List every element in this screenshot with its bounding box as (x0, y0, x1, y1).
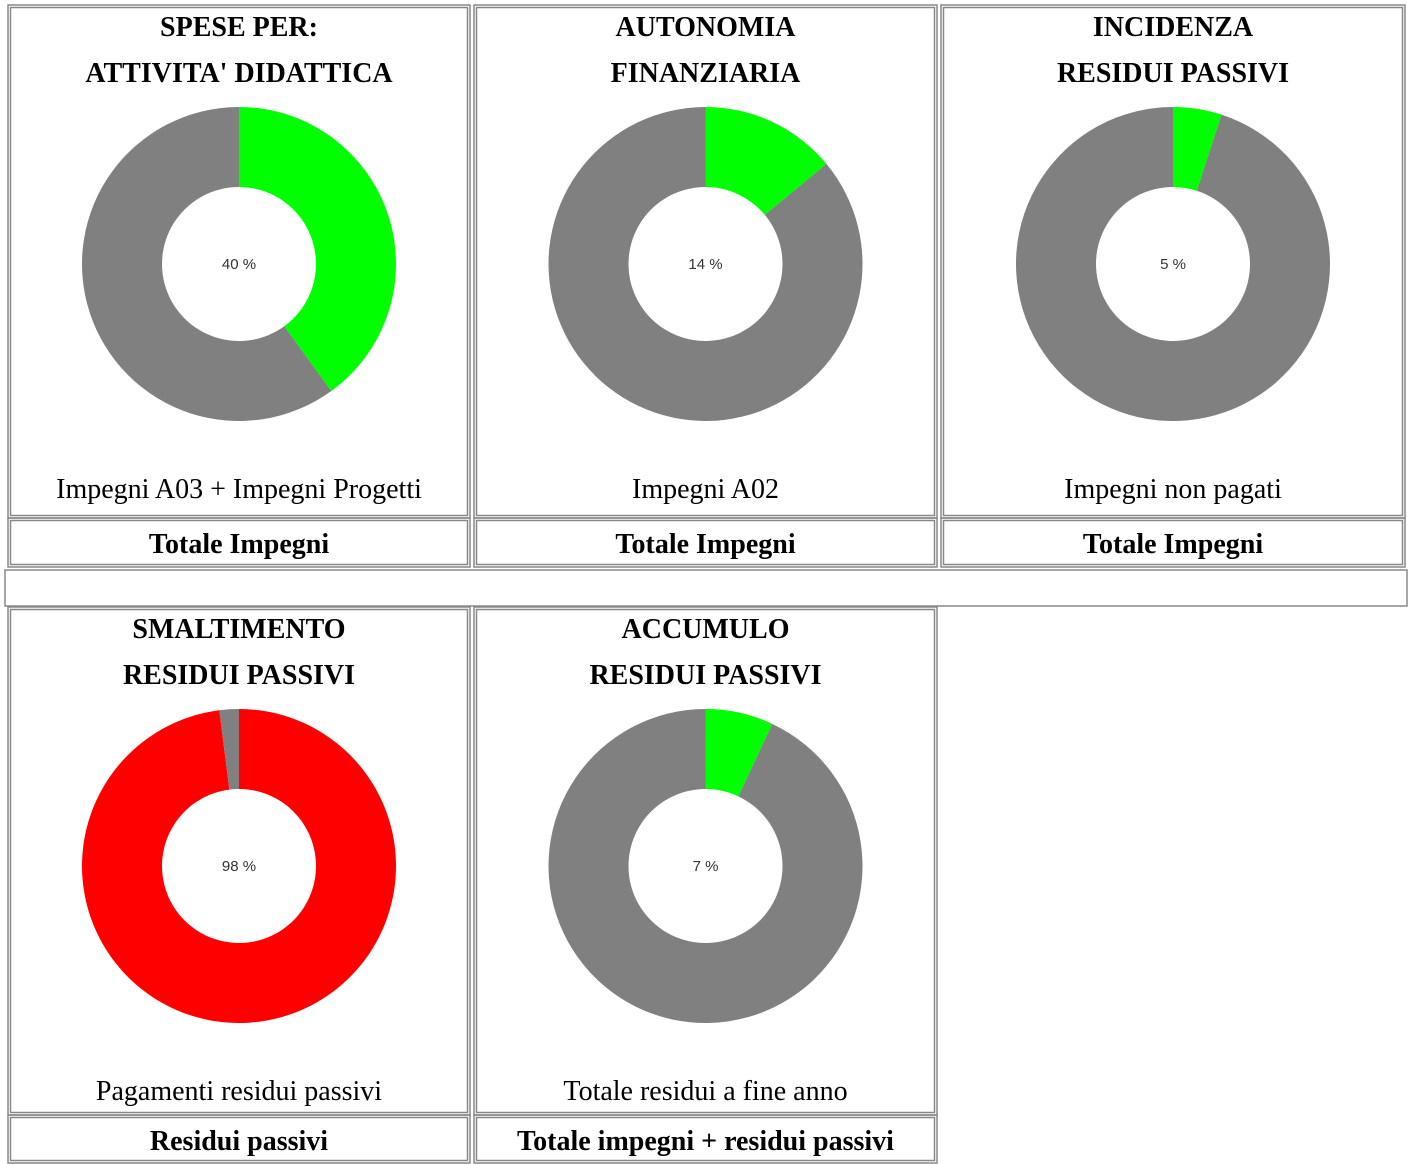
denominator-cell (940, 517, 1406, 568)
denominator: Totale Impegni (149, 529, 329, 560)
denominator: Residui passivi (150, 1126, 328, 1157)
denominator-cell (473, 1114, 938, 1164)
denominator: Totale Impegni (1083, 529, 1263, 560)
chart-title: SMALTIMENTO (132, 614, 345, 645)
chart-title: RESIDUI PASSIVI (123, 660, 355, 691)
chart-title: ATTIVITA' DIDATTICA (85, 58, 393, 89)
donut-segment (81, 107, 332, 421)
chart-cell (475, 608, 936, 1114)
donut-segment (82, 709, 397, 1023)
chart-title: RESIDUI PASSIVI (1057, 58, 1289, 89)
numerator: Impegni non pagati (1064, 474, 1282, 505)
denominator-cell (475, 519, 936, 566)
denominator-cell (9, 1116, 469, 1162)
numerator: Impegni A03 + Impegni Progetti (56, 474, 422, 505)
donut-segment (548, 106, 863, 421)
denominator-cell (473, 517, 938, 568)
center-label: 7 % (693, 858, 719, 875)
donut-segment (705, 107, 827, 215)
donut-segment (1173, 107, 1222, 191)
chart-title: RESIDUI PASSIVI (589, 660, 821, 691)
denominator-cell (7, 517, 471, 568)
donut-segment (548, 709, 863, 1024)
denominator-cell (9, 519, 469, 566)
donut-segment (1015, 107, 1330, 422)
donut-segment (219, 709, 239, 790)
chart-cell (9, 608, 469, 1114)
numerator: Totale residui a fine anno (563, 1076, 847, 1107)
spacer-row (4, 569, 1408, 607)
chart-title: ACCUMULO (622, 614, 790, 645)
denominator: Totale Impegni (615, 529, 795, 560)
center-label: 14 % (688, 256, 722, 273)
donut-segment (705, 709, 773, 797)
denominator-cell (475, 1116, 936, 1162)
chart-cell (475, 6, 936, 517)
numerator: Pagamenti residui passivi (96, 1076, 382, 1107)
chart-cell (9, 6, 469, 517)
chart-title: INCIDENZA (1093, 12, 1254, 43)
chart-cell (942, 6, 1404, 517)
denominator-cell (942, 519, 1404, 566)
donut-segment (239, 107, 396, 392)
center-label: 98 % (222, 858, 256, 875)
denominator: Totale impegni + residui passivi (517, 1126, 894, 1157)
chart-title: AUTONOMIA (616, 12, 797, 43)
center-label: 40 % (222, 256, 256, 273)
chart-title: SPESE PER: (160, 12, 318, 43)
center-label: 5 % (1160, 256, 1186, 273)
denominator-cell (7, 1114, 471, 1164)
chart-title: FINANZIARIA (611, 58, 802, 89)
numerator: Impegni A02 (632, 474, 779, 505)
